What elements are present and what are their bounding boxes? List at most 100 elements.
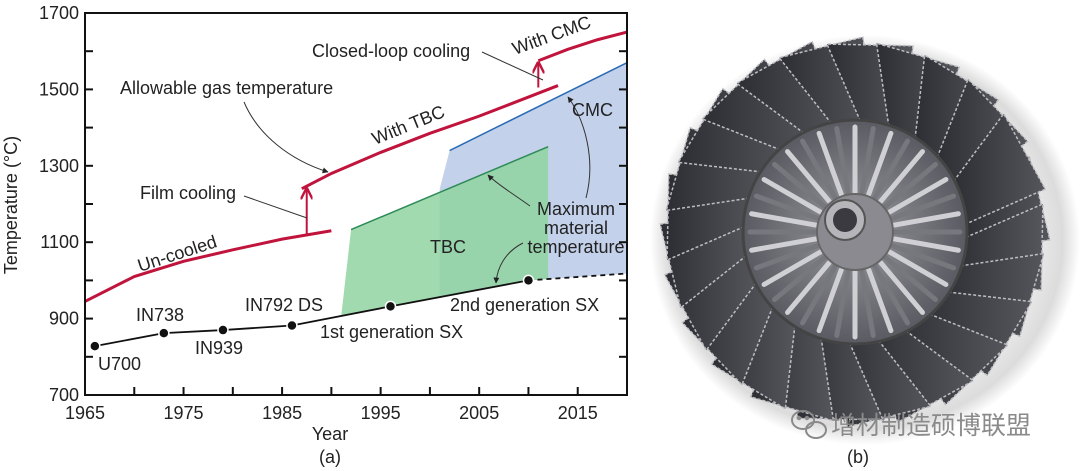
hub-spoke (859, 126, 876, 196)
max-to-base-arrow (493, 242, 524, 284)
hub-spoke (785, 149, 832, 204)
turbine-blade (935, 77, 1029, 199)
hub-spoke (891, 211, 961, 228)
hub-spoke (866, 267, 894, 334)
hub-spoke (859, 268, 876, 338)
data-point-u700 (89, 340, 101, 352)
x-tick-label: 1995 (361, 403, 401, 423)
hub-spoke (872, 264, 910, 326)
y-axis-title: Temperature (°C) (1, 136, 21, 274)
max-to-cmc-arrow (567, 96, 591, 199)
data-point-1st-generation-sx (384, 300, 397, 313)
label-1st-gen-sx: 1st generation SX (320, 322, 463, 342)
label-in792ds: IN792 DS (245, 295, 323, 315)
x-tick-label: 1965 (65, 403, 105, 423)
series-line-with-tbc (301, 84, 559, 191)
hub-spoke (772, 255, 827, 302)
annotation-max-3: temperature (527, 237, 624, 257)
region-edge-cmc (449, 61, 628, 152)
turbine-blade (950, 112, 1047, 227)
region-edge-tbc (350, 146, 549, 231)
annotation-max-1: Maximum (537, 199, 615, 219)
hub-spoke (753, 243, 820, 271)
allowable-leader (243, 101, 329, 174)
data-point-in738 (158, 327, 170, 339)
turbine-photo (650, 35, 1080, 445)
watermark-text: 增材制造硕博联盟 (831, 411, 1031, 440)
series-line-un-cooled (84, 229, 332, 303)
x-axis-title: Year (312, 424, 348, 444)
annotation-tbc: TBC (430, 237, 466, 257)
axes: 700 900 1100 1300 1500 1700 1965 1975 1985 1995 20… (39, 3, 628, 423)
y-tick-label: 1700 (39, 3, 79, 23)
label-2nd-gen-sx: 2nd generation SX (450, 295, 599, 315)
hub-spoke (890, 243, 957, 271)
x-tick-label: 2015 (558, 403, 598, 423)
hub-spoke (772, 162, 827, 209)
annotation-closed-loop: Closed-loop cooling (312, 41, 470, 61)
hub-spoke (785, 260, 832, 315)
hub-spoke (883, 255, 938, 302)
film-leader (243, 195, 308, 219)
annotation-allowable: Allowable gas temperature (120, 78, 333, 98)
label-in738: IN738 (136, 305, 184, 325)
label-u700: U700 (98, 354, 141, 374)
series-line-maximum-material-temperature (94, 279, 529, 347)
data-point-in792-ds (286, 319, 298, 332)
panel-label-b: (b) (847, 447, 869, 467)
hub-spoke (883, 162, 938, 209)
temperature-chart: 700 900 1100 1300 1500 1700 1965 1975 1985 1995 20… (1, 3, 628, 467)
turbine-blade (681, 265, 775, 387)
hub-spoke (872, 138, 910, 200)
data-point-2nd-generation-sx (522, 274, 535, 287)
hub-spoke (887, 177, 949, 215)
hub-spoke (753, 193, 820, 221)
y-tick-label: 1300 (39, 156, 79, 176)
wechat-icon (791, 410, 827, 439)
hub-spoke (878, 149, 925, 204)
hub-spoke (878, 260, 925, 315)
hub-spoke (761, 249, 823, 287)
turbine-blade (888, 312, 1010, 406)
turbine-blade (700, 58, 822, 152)
region-tbc (341, 146, 549, 316)
dashed-extension (528, 272, 628, 282)
y-tick-label: 1100 (40, 232, 79, 252)
annotation-film-cooling: Film cooling (140, 183, 236, 203)
y-tick-label: 1500 (39, 79, 79, 99)
label-in939: IN939 (195, 338, 243, 358)
hub-spoke (887, 249, 949, 287)
annotation-un-cooled: Un-cooled (135, 231, 219, 275)
annotation-leaders (243, 51, 591, 284)
x-tick-label: 1985 (262, 403, 302, 423)
hub-spoke (800, 264, 838, 326)
regions (341, 61, 628, 316)
series-line-with-cmc (537, 30, 628, 63)
closed-loop-leader (481, 51, 544, 81)
max-to-tbc-arrow (487, 174, 531, 207)
watermark: 增材制造硕博联盟 (791, 410, 1031, 440)
x-tick-label: 2005 (459, 403, 499, 423)
hub-spoke (800, 138, 838, 200)
data-point-in939 (217, 324, 229, 336)
hub-spoke (749, 211, 819, 228)
panel-label-a: (a) (319, 447, 341, 467)
annotation-max-2: material (544, 218, 608, 238)
hub-spoke (866, 130, 894, 197)
hub-spoke (834, 126, 851, 196)
hub-spoke (816, 130, 844, 197)
hub-spoke (890, 193, 957, 221)
annotation-cmc: CMC (572, 100, 613, 120)
hub-spoke (749, 236, 819, 253)
hub-spoke (891, 236, 961, 253)
hub-spokes (747, 124, 963, 340)
y-tick-label: 700 (49, 385, 79, 405)
hub-spoke (834, 268, 851, 338)
y-tick-label: 900 (49, 309, 79, 329)
hub-spoke (761, 177, 823, 215)
hub-spoke (816, 267, 844, 334)
annotation-with-cmc: With CMC (510, 12, 594, 59)
x-tick-label: 1975 (164, 403, 204, 423)
turbine-blades (659, 36, 1051, 428)
